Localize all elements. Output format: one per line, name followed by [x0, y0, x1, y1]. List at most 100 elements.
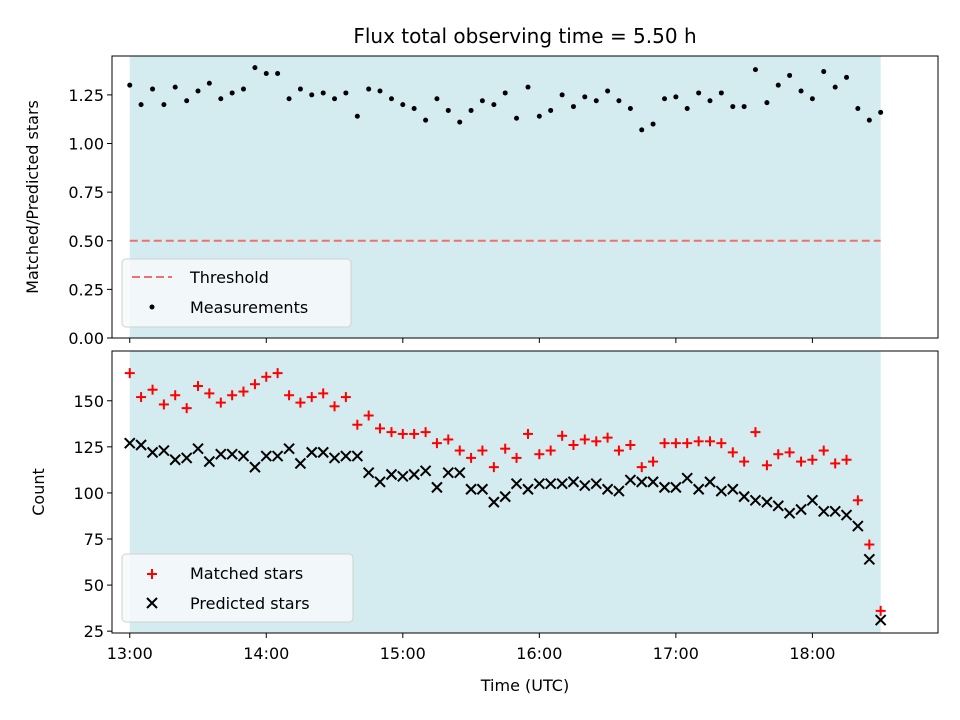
measurement-point — [650, 121, 656, 127]
bottom-plot-frame — [111, 350, 939, 634]
predicted-stars-point — [613, 485, 625, 497]
matched-stars-point — [340, 392, 351, 403]
matched-stars-point — [557, 430, 568, 441]
bottom-legend-box — [121, 553, 354, 623]
measurement-point — [252, 65, 258, 71]
y-tick-label: 150 — [73, 392, 104, 411]
predicted-stars-point — [476, 483, 489, 495]
predicted-stars-point — [579, 479, 591, 492]
measurement-point — [411, 106, 417, 112]
matched-stars-point — [363, 410, 374, 421]
matched-stars-point — [136, 392, 147, 403]
top-legend-box — [121, 258, 352, 328]
predicted-stars-point — [294, 457, 307, 470]
measurement-point — [309, 92, 315, 98]
matched-stars-point — [750, 427, 761, 438]
predicted-stars-point — [271, 450, 284, 462]
measurement-point — [332, 96, 338, 102]
y-tick-label: 75 — [84, 530, 104, 549]
measurement-point — [150, 86, 156, 92]
measurement-point — [673, 94, 679, 100]
measurement-point — [548, 107, 554, 113]
predicted-stars-point — [624, 474, 637, 486]
measurement-point — [423, 117, 429, 123]
measurement-point — [127, 82, 133, 88]
matched-stars-point — [295, 397, 306, 408]
predicted-stars-point — [306, 446, 318, 459]
predicted-stars-point — [226, 448, 238, 460]
predicted-stars-point — [135, 439, 147, 451]
measurement-point — [354, 113, 360, 119]
predicted-stars-point — [590, 477, 602, 490]
predicted-stars-point — [544, 477, 557, 490]
matched-stars-point — [409, 428, 420, 439]
matched-stars-point — [523, 428, 534, 439]
predicted-stars-point — [692, 483, 705, 495]
predicted-stars-point — [704, 476, 716, 488]
measurement-point — [878, 109, 884, 115]
matched-stars-point — [625, 440, 636, 450]
measurement-point — [434, 96, 440, 102]
measurement-point — [138, 102, 144, 108]
x-tick-label: 17:00 — [653, 644, 699, 663]
predicted-stars-point — [180, 452, 193, 464]
measurement-point — [605, 88, 611, 94]
predicted-stars-point — [431, 481, 443, 494]
measurement-point — [741, 104, 747, 110]
matched-stars-point — [488, 462, 499, 473]
matched-stars-point — [807, 454, 818, 465]
predicted-stars-point — [215, 448, 227, 460]
predicted-stars-point — [533, 477, 546, 490]
measurement-point — [502, 90, 508, 96]
predicted-stars-point — [499, 490, 511, 503]
predicted-stars-point — [749, 494, 762, 507]
top-panel: 0.00 0.25 0.50 0.75 1.00 1.25 Matched/Predict… — [23, 55, 939, 348]
matched-stars-point — [796, 456, 807, 467]
matched-stars-point — [454, 445, 465, 456]
measurement-point — [457, 119, 463, 125]
legend-matched-swatch — [147, 569, 157, 579]
measurement-point — [445, 107, 451, 113]
measurement-point — [206, 80, 212, 86]
measurement-point — [275, 71, 281, 77]
matched-stars-point — [466, 452, 477, 463]
measurement-point — [479, 98, 485, 104]
matched-stars-point — [852, 495, 863, 506]
x-tick-label: 15:00 — [380, 644, 426, 663]
matched-stars-point — [761, 460, 772, 471]
matched-stars-point — [397, 428, 408, 439]
matched-stars-point — [579, 434, 590, 445]
predicted-stars-point — [783, 507, 796, 519]
matched-stars-point — [864, 539, 875, 550]
predicted-stars-point — [488, 496, 500, 508]
predicted-stars-point — [658, 481, 671, 494]
predicted-stars-point — [522, 483, 534, 495]
matched-stars-point — [818, 445, 829, 456]
matched-stars-point — [534, 449, 545, 460]
measurement-point — [821, 69, 827, 75]
predicted-stars-point — [169, 454, 181, 466]
predicted-stars-point — [715, 485, 728, 497]
top-y-ticks: 0.00 0.25 0.50 0.75 1.00 1.25 — [68, 86, 112, 348]
matched-stars-point — [204, 388, 215, 399]
predicted-stars-point — [317, 446, 329, 459]
top-marks — [127, 65, 884, 242]
predicted-stars-point — [419, 465, 432, 477]
matched-stars-point — [170, 390, 181, 401]
predicted-stars-point — [283, 442, 295, 455]
measurement-point — [866, 117, 872, 123]
predicted-stars-point — [738, 490, 750, 503]
predicted-stars-point — [795, 503, 807, 516]
matched-stars-point — [648, 456, 659, 467]
predicted-stars-point — [818, 505, 830, 518]
predicted-stars-point — [454, 466, 466, 479]
matched-stars-point — [306, 392, 317, 403]
measurement-point — [639, 127, 645, 133]
predicted-stars-point — [806, 494, 819, 507]
measurement-point — [559, 92, 565, 98]
matched-stars-point — [249, 379, 260, 390]
predicted-stars-point — [362, 466, 375, 479]
bottom-y-ticks: 25 50 75 100 125 150 — [73, 392, 112, 641]
matched-stars-point — [238, 386, 249, 397]
